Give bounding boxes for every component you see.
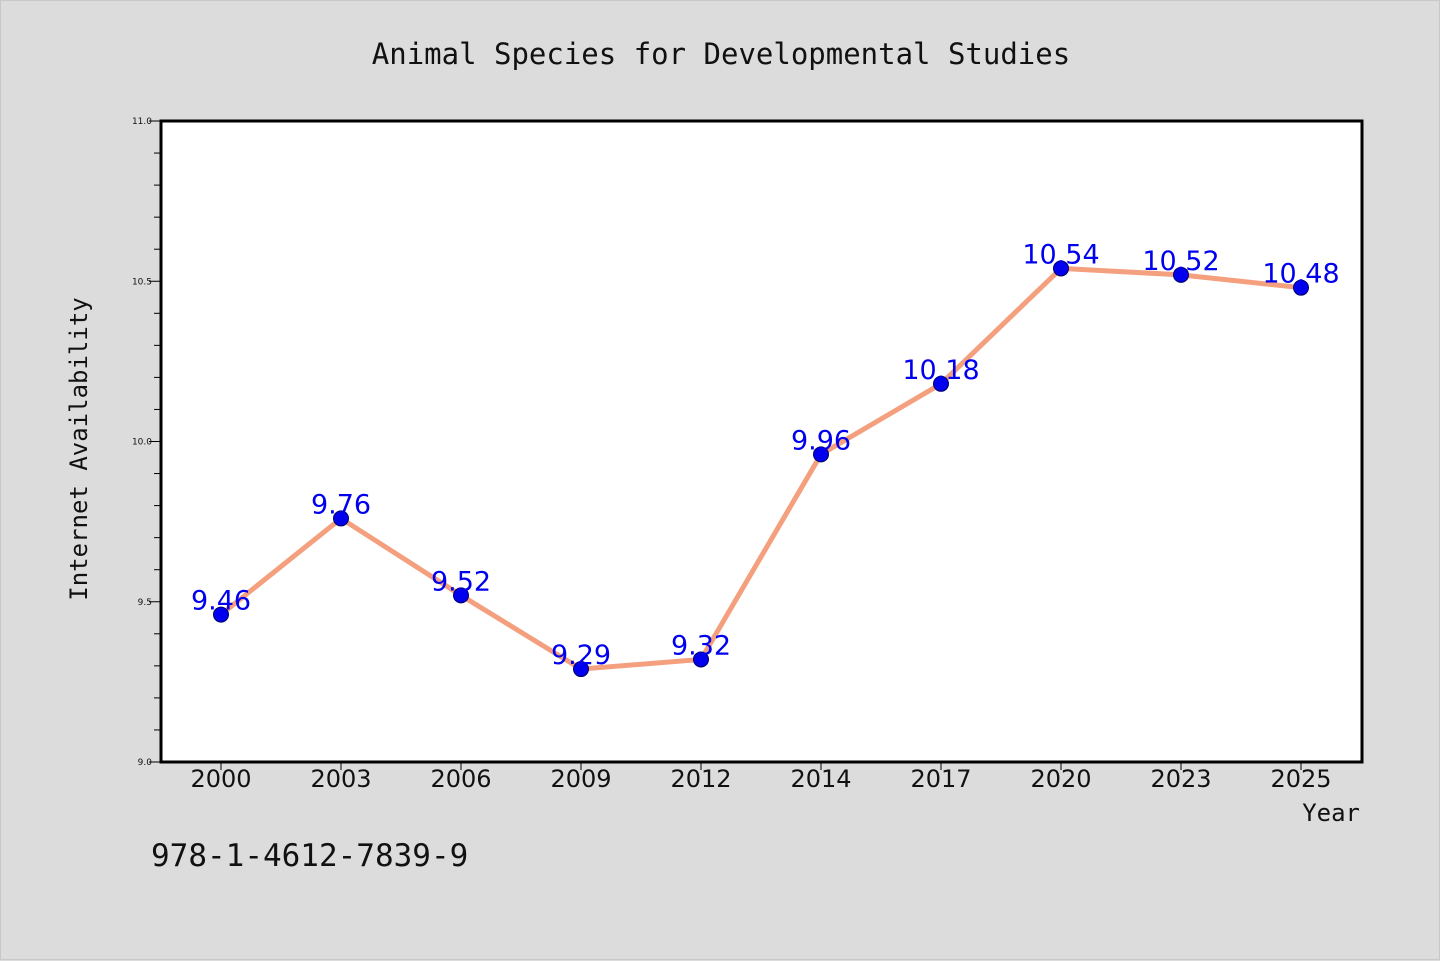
- x-tick-label: 2020: [1030, 765, 1091, 793]
- y-axis-title: Internet Availability: [65, 297, 93, 600]
- data-label: 10.54: [1022, 239, 1099, 270]
- x-tick-label: 2014: [790, 765, 851, 793]
- data-point: [213, 606, 229, 623]
- y-minor-ticks: [154, 152, 161, 731]
- y-tick-label: 11.0: [132, 117, 152, 127]
- y-major-ticks: 9.0 9.5 10.0 10.5 11.0: [132, 117, 161, 768]
- data-point: [453, 587, 469, 604]
- data-label: 10.52: [1142, 246, 1219, 277]
- data-markers: [213, 260, 1309, 678]
- data-point: [573, 661, 589, 678]
- data-label: 9.46: [191, 586, 251, 617]
- data-point: [1173, 266, 1189, 283]
- y-tick-label: 10.0: [132, 438, 152, 448]
- data-point: [1293, 279, 1309, 296]
- chart-title: Animal Species for Developmental Studies: [372, 37, 1070, 71]
- data-label: 9.29: [551, 640, 611, 671]
- data-label: 10.48: [1262, 259, 1339, 290]
- data-label: 9.76: [311, 489, 371, 520]
- x-axis-title: Year: [1302, 799, 1360, 827]
- data-point: [333, 510, 349, 527]
- plot-area: [159, 119, 1364, 764]
- x-tick-label: 2017: [910, 765, 971, 793]
- x-tick-label: 2000: [190, 765, 251, 793]
- data-label: 10.18: [902, 355, 979, 386]
- data-label: 9.52: [431, 566, 491, 597]
- y-tick-label: 9.5: [138, 598, 152, 608]
- x-tick-label: 2025: [1270, 765, 1331, 793]
- data-point: [1053, 260, 1069, 277]
- x-tick-label: 2012: [670, 765, 731, 793]
- data-label: 9.96: [791, 425, 851, 456]
- x-tick-label: 2003: [310, 765, 371, 793]
- x-tick-label: 2009: [550, 765, 611, 793]
- isbn-text: 978-1-4612-7839-9: [151, 838, 468, 874]
- x-ticks: 2000 2003 2006 2009 2012 2014 2017 2020 2023 2025: [190, 762, 1332, 793]
- data-labels: 9.46 9.76 9.52 9.29 9.32 9.96 10.18 10.54 10.52 1…: [191, 239, 1340, 671]
- data-point: [933, 375, 949, 392]
- x-tick-label: 2006: [430, 765, 491, 793]
- x-tick-label: 2023: [1150, 765, 1211, 793]
- data-label: 9.32: [671, 630, 731, 661]
- y-tick-label: 9.0: [138, 758, 153, 768]
- series-line: [218, 265, 1304, 672]
- data-point: [693, 651, 709, 668]
- data-point: [813, 446, 829, 463]
- y-tick-label: 10.5: [132, 277, 152, 287]
